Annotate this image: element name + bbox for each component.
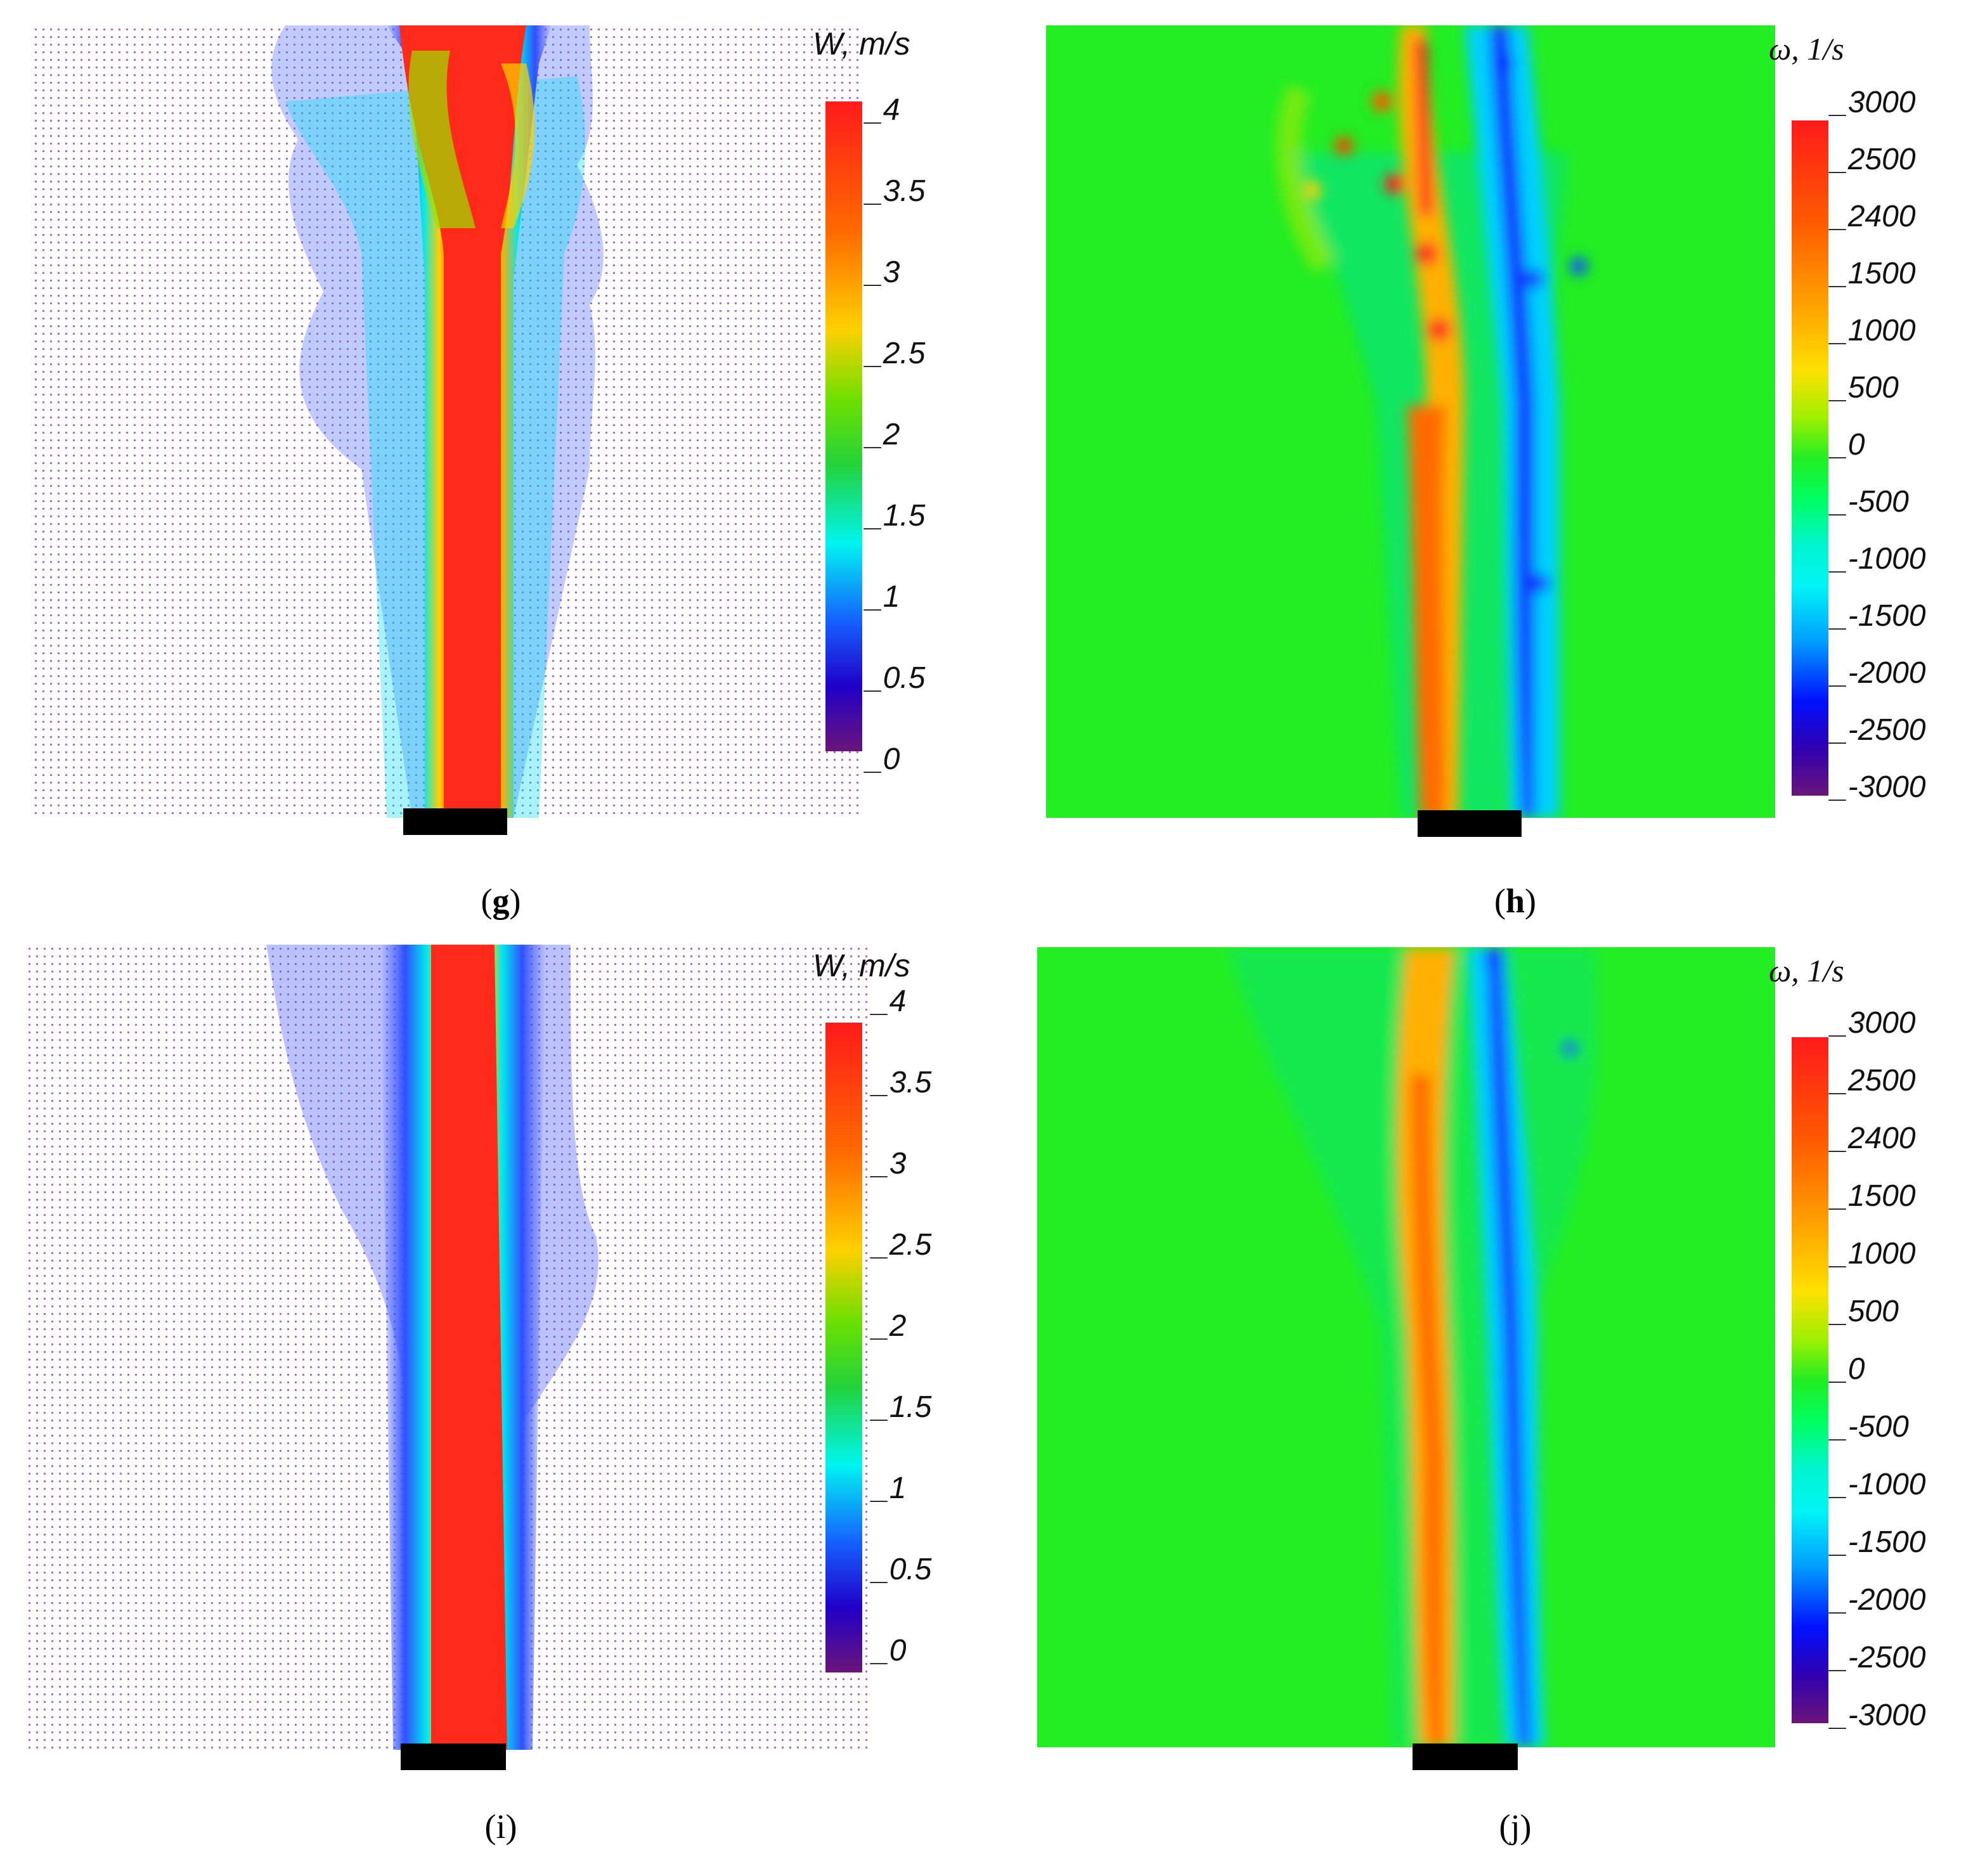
tick-label: 2400 (1831, 1123, 1916, 1154)
nozzle-g (403, 808, 507, 835)
tick-label: -3000 (1831, 1700, 1926, 1731)
tick-label: 4 (866, 95, 900, 126)
tick-label: -1500 (1831, 601, 1926, 631)
panel-j-vorticity-field (1037, 947, 1775, 1747)
panel-letter-j: j (1510, 1808, 1520, 1846)
velocity-field-image-g (32, 25, 862, 818)
tick-label: -2000 (1831, 658, 1926, 689)
tick-label: 1000 (1831, 316, 1916, 346)
tick-label: 4 (872, 987, 907, 1017)
colorbar-title-i: W, m/s (813, 948, 910, 983)
colorbar-j (1792, 1037, 1828, 1723)
tick-label: 2500 (1831, 1066, 1916, 1096)
tick-label: 3 (866, 257, 900, 288)
tick-label: -3000 (1831, 772, 1926, 803)
tick-label: 3000 (1831, 87, 1916, 118)
tick-label: 1.5 (872, 1392, 932, 1423)
tick-label: 2 (872, 1311, 907, 1342)
panel-letter-g: g (492, 882, 510, 920)
vorticity-field-image-j (1037, 947, 1775, 1747)
panel-h-vorticity-field (1046, 25, 1775, 818)
colorbar-title-j: ω, 1/s (1769, 953, 1844, 988)
tick-label: 0 (1831, 1354, 1865, 1385)
tick-label: 0 (872, 1636, 907, 1666)
panel-label-j: (j) (1499, 1808, 1532, 1846)
nozzle-i (401, 1743, 506, 1770)
tick-label: 500 (1831, 1297, 1899, 1327)
tick-label: 3.5 (866, 176, 926, 207)
tick-label: 3.5 (872, 1068, 932, 1098)
colorbar-title-h: ω, 1/s (1769, 31, 1844, 67)
colorbar-g (825, 101, 862, 751)
tick-label: -1000 (1831, 544, 1926, 574)
tick-label: 0.5 (872, 1555, 932, 1585)
tick-label: -2500 (1831, 1643, 1926, 1673)
tick-label: 3 (872, 1149, 907, 1179)
tick-label: 1500 (1831, 259, 1916, 289)
tick-label: 3000 (1831, 1008, 1916, 1038)
panel-letter-h: h (1505, 882, 1525, 920)
panel-label-g: (g) (481, 882, 521, 920)
tick-label: 2.5 (866, 339, 926, 369)
tick-label: -1500 (1831, 1527, 1926, 1558)
tick-label: 0.5 (866, 663, 926, 694)
nozzle-h (1418, 810, 1522, 837)
tick-label: 1000 (1831, 1239, 1916, 1269)
colorbar-i (825, 1023, 862, 1672)
tick-label: 0 (866, 744, 900, 775)
panel-i-velocity-field (25, 945, 869, 1750)
nozzle-j (1413, 1743, 1518, 1770)
tick-label: 2400 (1831, 202, 1916, 232)
tick-label: 1 (872, 1473, 907, 1504)
panel-g-velocity-field (32, 25, 862, 818)
tick-label: 1.5 (866, 501, 926, 531)
tick-label: -500 (1831, 1412, 1909, 1442)
tick-label: 1500 (1831, 1181, 1916, 1212)
panel-label-i: (i) (484, 1808, 517, 1846)
tick-label: 2500 (1831, 145, 1916, 175)
colorbar-title-g: W, m/s (813, 26, 910, 61)
colorbar-h (1792, 120, 1828, 796)
panel-letter-i: i (496, 1808, 506, 1846)
tick-label: 2.5 (872, 1230, 932, 1260)
tick-label: 0 (1831, 430, 1865, 460)
tick-label: 2 (866, 420, 900, 450)
tick-label: 1 (866, 582, 900, 612)
tick-label: -1000 (1831, 1470, 1926, 1500)
vorticity-field-image-h (1046, 25, 1775, 818)
panel-label-h: (h) (1494, 882, 1536, 920)
tick-label: -2500 (1831, 715, 1926, 746)
tick-label: -2000 (1831, 1585, 1926, 1615)
tick-label: -500 (1831, 487, 1909, 517)
velocity-field-image-i (25, 945, 869, 1750)
tick-label: 500 (1831, 373, 1899, 403)
